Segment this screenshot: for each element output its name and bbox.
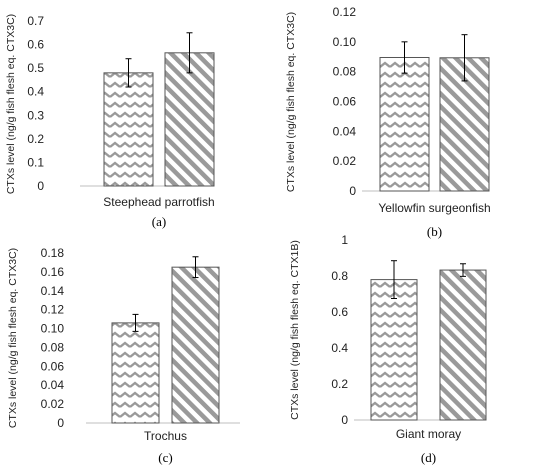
panel-label: (b) (427, 224, 442, 239)
chart-panel: 0 0.02 0.04 0.06 0.08 0.10 0.12 0.14 0.16 0.18 CTX… (7, 246, 240, 465)
x-axis-label: Steephead parrotfish (103, 195, 214, 209)
bar (379, 56, 430, 192)
y-tick-label: 0.3 (27, 108, 44, 122)
y-tick-label: 0.12 (41, 303, 65, 317)
chart-panel: 0 0.2 0.4 0.6 0.8 1 CTXs level (ng/g fish fles… (289, 233, 487, 465)
y-tick-label: 0.1 (27, 155, 44, 169)
y-tick-label: 0 (349, 184, 356, 198)
error-bar (460, 263, 466, 277)
y-tick-label: 0 (341, 413, 348, 427)
y-tick-label: 0.16 (41, 265, 65, 279)
y-axis-label: CTXs level (ng/g fish flesh eq. CTX3C) (5, 14, 17, 194)
panel-label: (c) (158, 450, 172, 465)
y-tick-label: 0.06 (333, 95, 357, 109)
y-tick-label: 0.02 (333, 154, 357, 168)
y-tick-label: 0.18 (41, 246, 65, 260)
y-axis-label: CTXs level (ng/g fish flesh eq. CTX1B) (289, 240, 301, 420)
chart-panel: 0 0.02 0.04 0.06 0.08 0.10 0.12 CTXs level (ng/… (285, 5, 491, 239)
y-tick-label: 0.6 (331, 305, 348, 319)
y-tick-label: 0.5 (27, 61, 44, 75)
bar (164, 52, 215, 187)
error-bar (125, 58, 132, 88)
y-tick-label: 1 (341, 233, 348, 247)
y-tick-label: 0 (37, 179, 44, 193)
y-tick-label: 0.2 (27, 132, 44, 146)
y-axis-label: CTXs level (ng/g fish flesh eq. CTX3C) (285, 12, 297, 192)
bar (439, 269, 487, 421)
bar (103, 72, 154, 187)
y-tick-label: 0.4 (27, 85, 44, 99)
y-tick-label: 0.14 (41, 284, 65, 298)
y-tick-label: 0.10 (41, 322, 65, 336)
panel-label: (a) (152, 214, 166, 229)
x-axis-label: Giant moray (396, 427, 461, 441)
x-axis-label: Yellowfin surgeonfish (378, 201, 490, 215)
error-bar (461, 34, 468, 82)
bar (370, 279, 418, 421)
y-tick-label: 0.02 (41, 397, 65, 411)
chart-panel: 0 0.1 0.2 0.3 0.4 0.5 0.6 0.7 CTXs level (ng/g f… (5, 14, 215, 229)
error-bar (132, 313, 139, 332)
y-tick-label: 0.8 (331, 269, 348, 283)
x-axis-label: Trochus (144, 429, 187, 443)
y-tick-label: 0.08 (333, 65, 357, 79)
y-tick-label: 0.4 (331, 341, 348, 355)
panel-label: (d) (421, 450, 436, 465)
bar (111, 322, 160, 424)
y-tick-label: 0.04 (333, 124, 357, 138)
y-tick-label: 0 (57, 416, 64, 430)
y-tick-label: 0.10 (333, 35, 357, 49)
y-tick-label: 0.04 (41, 378, 65, 392)
y-tick-label: 0.06 (41, 359, 65, 373)
bar (171, 266, 220, 424)
error-bar (186, 32, 193, 74)
y-tick-label: 0.12 (333, 5, 357, 19)
y-tick-label: 0.08 (41, 340, 65, 354)
y-tick-label: 0.2 (331, 377, 348, 391)
error-bar (192, 256, 199, 279)
y-axis-label: CTXs level (ng/g fish flesh eq. CTX3C) (7, 248, 19, 428)
y-tick-label: 0.7 (27, 14, 44, 28)
error-bar (401, 41, 408, 74)
error-bar (391, 260, 397, 299)
y-tick-label: 0.6 (27, 38, 44, 52)
